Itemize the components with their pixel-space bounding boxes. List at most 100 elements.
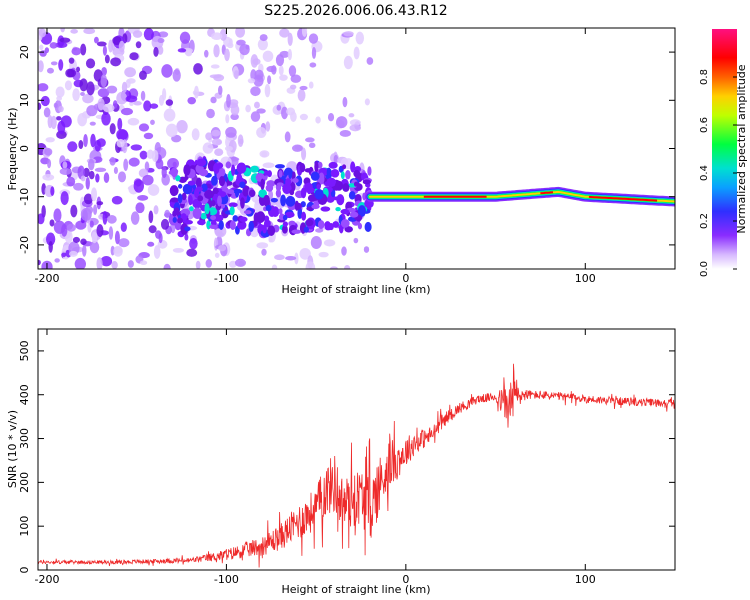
spectrogram-blob bbox=[102, 45, 107, 56]
spectrogram-blob bbox=[66, 176, 76, 187]
spectrogram-blob bbox=[191, 128, 200, 141]
spectrogram-blob bbox=[353, 181, 359, 187]
spectrogram-blob bbox=[305, 137, 315, 143]
spectrogram-blob bbox=[343, 55, 353, 70]
spectrogram-blob bbox=[93, 204, 98, 215]
spectrogram-blob bbox=[265, 121, 271, 132]
spectrogram-blob bbox=[301, 211, 307, 221]
spectrogram-blob bbox=[97, 88, 110, 98]
spectrogram-blob bbox=[214, 252, 220, 258]
spectrogram-blob bbox=[324, 224, 332, 231]
spectrogram-blob bbox=[160, 218, 170, 230]
spectrogram-blob bbox=[96, 41, 107, 47]
spectrogram-blob bbox=[214, 148, 224, 156]
spectrogram-blob bbox=[165, 99, 174, 106]
spectrogram-blob bbox=[77, 113, 88, 127]
spectrogram-blob bbox=[366, 57, 374, 65]
spectrogram-ylabel: Frequency (Hz) bbox=[6, 108, 19, 191]
spectrogram-blob bbox=[163, 108, 176, 122]
spectrogram-blob bbox=[308, 142, 316, 149]
spectrogram-xtick-label: -200 bbox=[34, 272, 59, 285]
spectrogram-blob bbox=[353, 169, 361, 178]
spectrogram-blob bbox=[274, 164, 285, 169]
spectrogram-ytick-label: 0 bbox=[18, 145, 31, 152]
spectrogram-blob bbox=[263, 215, 270, 223]
spectrogram-blob bbox=[287, 48, 292, 61]
spectrogram-blob bbox=[133, 179, 144, 193]
spectrogram-blob bbox=[289, 189, 295, 196]
spectrogram-blob bbox=[133, 101, 142, 106]
snr-series-line bbox=[38, 363, 675, 568]
spectrogram-blob bbox=[187, 96, 197, 105]
spectrogram-blob bbox=[270, 206, 280, 218]
spectrogram-blob bbox=[224, 146, 233, 152]
spectrogram-blob bbox=[184, 220, 193, 225]
spectrogram-blob bbox=[128, 157, 140, 167]
spectrogram-blob bbox=[148, 225, 157, 234]
spectrogram-blob bbox=[230, 104, 240, 116]
spectrogram-blob bbox=[192, 207, 202, 219]
spectrogram-blob bbox=[80, 175, 86, 182]
spectrogram-blob bbox=[239, 181, 246, 189]
spectrogram-blob bbox=[256, 242, 269, 249]
spectrogram-blob bbox=[280, 194, 287, 207]
spectrogram-blob bbox=[225, 161, 232, 169]
spectrogram-blob bbox=[127, 260, 134, 268]
spectrogram-blob bbox=[205, 259, 212, 268]
snr-ytick-label: 0 bbox=[18, 567, 31, 574]
spectrogram-blob bbox=[56, 116, 62, 121]
spectrogram-blob bbox=[85, 177, 90, 190]
spectrogram-blob bbox=[259, 34, 268, 42]
spectrogram-blob bbox=[299, 162, 306, 173]
spectrogram-blob bbox=[328, 161, 338, 169]
spectrogram-blob bbox=[91, 231, 98, 244]
spectrogram-blob bbox=[124, 67, 137, 78]
spectrogram-blob bbox=[125, 95, 138, 103]
spectrogram-blob bbox=[226, 181, 233, 186]
spectrogram-blob bbox=[86, 81, 95, 96]
snr-xtick-label: -100 bbox=[214, 573, 239, 586]
spectrogram-blob bbox=[231, 164, 236, 176]
spectrogram-blob bbox=[83, 193, 93, 205]
spectrogram-blob bbox=[138, 123, 150, 132]
spectrogram-blob bbox=[61, 223, 68, 237]
spectrogram-blob bbox=[287, 32, 293, 46]
spectrogram-blob bbox=[265, 204, 272, 212]
spectrogram-blob bbox=[285, 211, 295, 218]
spectrogram-blob bbox=[271, 264, 278, 269]
spectrogram-blob bbox=[111, 261, 118, 269]
spectrogram-blob bbox=[353, 237, 359, 244]
spectrogram-blob bbox=[341, 246, 347, 256]
spectrogram-blob bbox=[175, 175, 181, 182]
spectrogram-blob bbox=[291, 144, 303, 152]
spectrogram-blob bbox=[289, 84, 297, 90]
spectrogram-blob bbox=[349, 119, 361, 126]
spectrogram-blob bbox=[94, 167, 107, 173]
spectrogram-blob bbox=[116, 138, 125, 148]
spectrogram-blob bbox=[184, 233, 189, 241]
spectrogram-blob bbox=[279, 74, 288, 81]
spectrogram-blob bbox=[218, 85, 223, 96]
spectrogram-blob bbox=[343, 31, 354, 37]
spectrogram-blob bbox=[250, 165, 259, 173]
spectrogram-blob bbox=[305, 261, 316, 269]
spectrogram-blob bbox=[211, 175, 218, 186]
spectrogram-blob bbox=[80, 207, 92, 221]
spectrogram-blob bbox=[80, 43, 87, 56]
spectrogram-blob bbox=[68, 250, 78, 257]
spectrogram-blob bbox=[82, 244, 87, 257]
spectrogram-blob bbox=[50, 186, 55, 196]
spectrogram-blob bbox=[237, 220, 247, 230]
spectrogram-blob bbox=[211, 138, 223, 146]
spectrogram-blob bbox=[278, 208, 283, 215]
spectrogram-blob bbox=[245, 104, 251, 113]
spectrogram-blob bbox=[89, 241, 100, 254]
spectrogram-blob bbox=[276, 182, 284, 187]
spectrogram-blob bbox=[350, 161, 356, 173]
spectrogram-blob bbox=[157, 37, 165, 44]
spectrogram-blob bbox=[49, 42, 58, 49]
spectrogram-blob bbox=[100, 255, 113, 267]
spectrogram-blob bbox=[261, 248, 267, 256]
colorbar: 0.0 0.2 0.4 0.6 0.8 Normalized spectral ampl… bbox=[699, 29, 748, 277]
snr-frame bbox=[37, 328, 676, 571]
